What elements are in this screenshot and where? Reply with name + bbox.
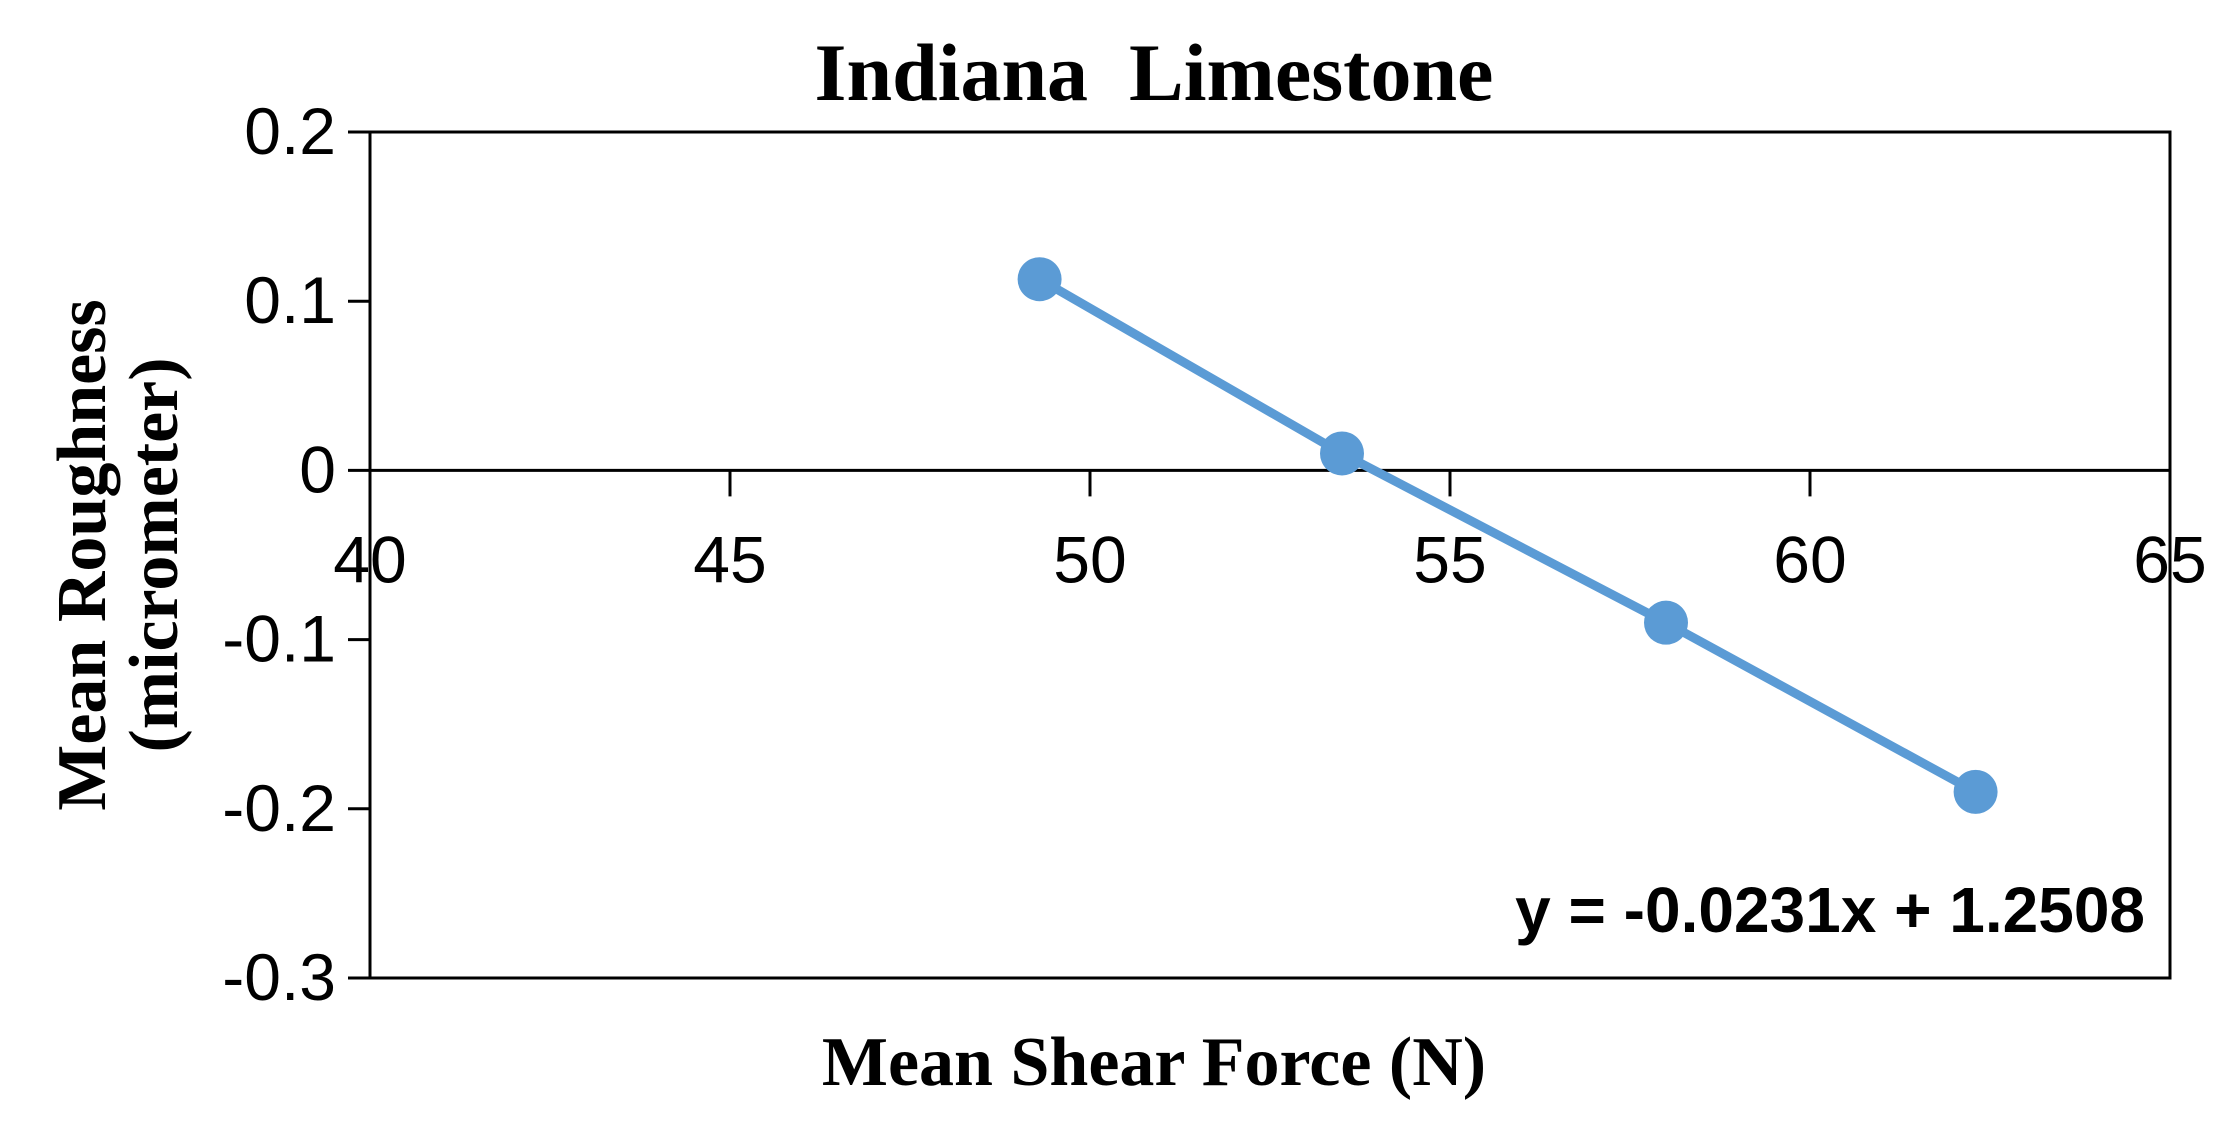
x-tick-label: 65 bbox=[2133, 522, 2206, 596]
y-axis-title-line-2: (micrometer) bbox=[116, 357, 193, 752]
x-tick-label: 50 bbox=[1053, 522, 1126, 596]
data-point bbox=[1953, 769, 1998, 814]
y-tick-label: -0.2 bbox=[222, 771, 336, 845]
y-tick-label: 0.1 bbox=[244, 263, 336, 337]
y-tick-label: -0.3 bbox=[222, 940, 336, 1014]
x-axis: 40 45 50 55 60 65 bbox=[333, 468, 2207, 596]
x-tick-label: 55 bbox=[1413, 522, 1486, 596]
x-tick-label: 40 bbox=[333, 522, 406, 596]
y-axis-title: Mean Roughness (micrometer) bbox=[44, 299, 193, 810]
chart-title: Indiana Limestone bbox=[815, 27, 1494, 118]
data-point bbox=[1017, 257, 1062, 302]
y-tick-label: 0 bbox=[299, 432, 336, 506]
x-tick-label: 45 bbox=[693, 522, 766, 596]
y-tick-label: -0.1 bbox=[222, 602, 336, 676]
plot-area-frame bbox=[368, 130, 2172, 980]
series-layer bbox=[1017, 257, 1998, 814]
y-axis-ticks: 0.2 0.1 0 -0.1 -0.2 -0.3 bbox=[222, 94, 370, 1014]
y-tick-label: 0.2 bbox=[244, 94, 336, 168]
series-line bbox=[1035, 274, 1981, 797]
x-axis-title: Mean Shear Force (N) bbox=[822, 1024, 1486, 1101]
data-point bbox=[1320, 431, 1364, 476]
x-tick-label: 60 bbox=[1773, 522, 1846, 596]
trendline-equation: y = -0.0231x + 1.2508 bbox=[1515, 874, 2145, 946]
y-axis-title-line-1: Mean Roughness bbox=[44, 299, 121, 810]
data-point bbox=[1644, 600, 1688, 645]
